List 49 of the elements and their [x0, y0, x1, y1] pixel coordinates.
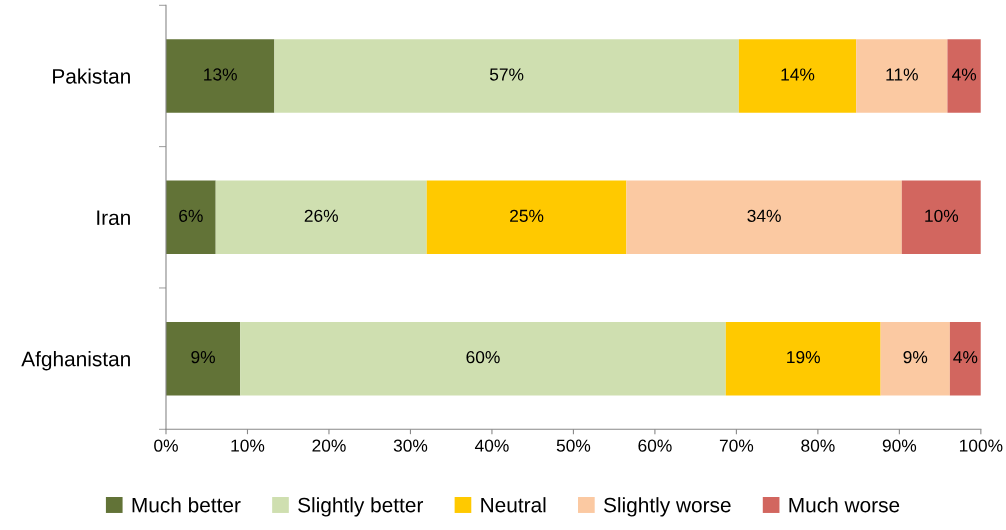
bar [947, 39, 981, 113]
x-tick-label: 20% [312, 439, 346, 452]
x-tick-label: 60% [638, 439, 672, 452]
legend-label: Slightly better [298, 497, 424, 517]
y-tick-label: Iran [97, 210, 130, 226]
y-tick-label: Afghanistan [21, 351, 130, 371]
x-tick-label: 50% [556, 439, 591, 452]
data-label: 10% [925, 209, 959, 222]
data-label: 4% [953, 351, 978, 364]
x-tick-label: 80% [801, 439, 835, 452]
data-label: 19% [787, 351, 820, 364]
x-tick-label: 10% [231, 439, 265, 452]
x-tick-label: 100% [959, 439, 1003, 452]
x-tick-label: 90% [882, 439, 917, 452]
bar [725, 321, 881, 396]
data-label: 11% [886, 68, 918, 81]
bar [901, 180, 981, 255]
data-label: 6% [179, 209, 203, 222]
data-label: 9% [191, 351, 215, 364]
bar [880, 321, 950, 396]
bar [240, 321, 726, 396]
data-label: 13% [204, 68, 237, 81]
bar [165, 321, 241, 396]
legend-label: Slightly worse [603, 497, 731, 517]
bar [626, 180, 902, 255]
data-label: 14% [781, 68, 815, 81]
bar [426, 180, 627, 255]
x-tick-label: 40% [474, 439, 509, 452]
legend-label: Neutral [481, 497, 546, 513]
data-label: 25% [510, 209, 544, 222]
x-tick-label: 30% [393, 439, 428, 452]
bar [165, 180, 216, 255]
y-tick-label: Pakistan [53, 68, 130, 84]
data-label: 34% [747, 209, 781, 222]
legend-label: Much better [132, 497, 241, 513]
bar [738, 39, 857, 113]
data-label: 60% [466, 351, 500, 364]
legend-label: Much worse [789, 497, 900, 513]
bar [949, 321, 981, 396]
bar [856, 39, 948, 113]
data-label: 4% [952, 68, 977, 81]
data-label: 9% [903, 351, 928, 364]
bar [274, 39, 739, 113]
data-label: 26% [304, 209, 338, 222]
bar [165, 39, 275, 113]
bar [215, 180, 427, 255]
x-tick-label: 0% [154, 439, 178, 452]
x-tick-label: 70% [719, 439, 754, 452]
data-label: 57% [489, 68, 524, 81]
